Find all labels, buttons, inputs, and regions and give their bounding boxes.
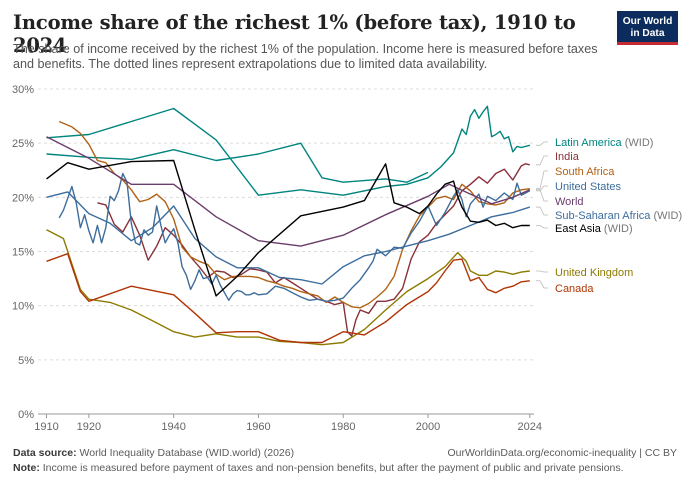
y-tick-label: 20%	[12, 192, 34, 204]
y-tick-label: 5%	[18, 355, 34, 367]
logo-line-1: Our World	[622, 16, 673, 27]
chart-subtitle: The share of income received by the rich…	[13, 42, 598, 71]
footer-note: Note: Income is measured before payment …	[13, 462, 677, 474]
x-tick-label: 2000	[416, 421, 440, 433]
legend-label-united-states: United States	[555, 181, 622, 193]
logo-line-2: in Data	[630, 28, 665, 39]
series-line-united-kingdom	[46, 229, 530, 346]
label-connector	[536, 280, 548, 289]
x-tick-label: 1960	[246, 421, 270, 433]
series-line-united-states	[58, 172, 531, 302]
owid-logo[interactable]: Our World in Data	[617, 11, 678, 45]
legend-label-india: India	[555, 151, 580, 163]
source-label: Data source:	[13, 447, 77, 459]
series-line-world	[46, 136, 531, 247]
label-connector	[536, 155, 548, 166]
x-tick-label: 1910	[34, 421, 58, 433]
legend-label-suffix: (WID)	[650, 210, 682, 222]
series-line-canada	[46, 253, 530, 344]
chart-title: Income share of the richest 1% (before t…	[13, 11, 576, 57]
label-connector	[536, 185, 548, 192]
y-tick-label: 10%	[12, 301, 34, 313]
legend-label-suffix: (WID)	[622, 137, 654, 149]
label-connector	[536, 189, 548, 202]
series-line-sub-saharan-africa	[46, 191, 531, 285]
legend-label-sub-saharan-africa: Sub-Saharan Africa (WID)	[555, 210, 682, 222]
y-tick-label: 15%	[12, 247, 34, 259]
y-tick-label: 25%	[12, 138, 34, 150]
x-tick-label: 1980	[331, 421, 355, 433]
note-text: Income is measured before payment of tax…	[42, 462, 624, 474]
y-tick-label: 0%	[18, 409, 34, 421]
label-connector	[536, 225, 548, 229]
note-label: Note:	[13, 462, 40, 474]
legend-label-south-africa: South Africa	[555, 166, 615, 178]
series-line-east-asia	[46, 159, 530, 297]
series-line-latin-america	[46, 105, 530, 196]
x-tick-label: 1940	[161, 421, 185, 433]
label-connector	[536, 270, 548, 273]
x-tick-label: 1920	[77, 421, 101, 433]
footer-url[interactable]: OurWorldinData.org/economic-inequality |…	[447, 447, 677, 459]
legend-label-canada: Canada	[555, 283, 594, 295]
label-connector	[536, 206, 548, 216]
legend-label-east-asia: East Asia (WID)	[555, 223, 633, 235]
label-connector	[536, 141, 548, 146]
x-tick-label: 2024	[518, 421, 542, 433]
legend-label-latin-america: Latin America (WID)	[555, 137, 653, 149]
footer-source: Data source: World Inequality Database (…	[13, 447, 677, 459]
series-line-india	[97, 163, 530, 337]
series-line-south-africa	[58, 120, 530, 309]
legend-label-world: World	[555, 196, 584, 208]
y-tick-label: 30%	[12, 84, 34, 96]
legend-label-suffix: (WID)	[601, 223, 633, 235]
label-connector	[536, 170, 548, 190]
legend-label-united-kingdom: United Kingdom	[555, 267, 633, 279]
source-text[interactable]: World Inequality Database (WID.world) (2…	[79, 447, 295, 459]
